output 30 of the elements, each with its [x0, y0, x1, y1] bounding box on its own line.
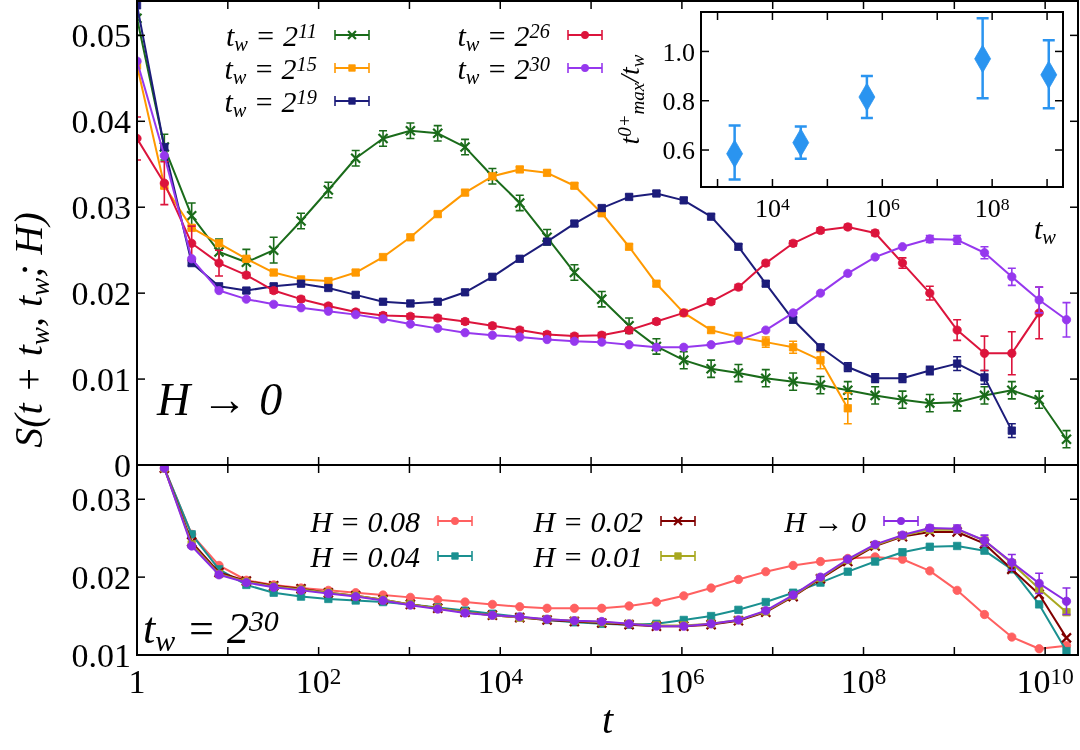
x-tick-label: 10$^{8}$ — [974, 193, 1010, 223]
x-tick-label: 10$^{10}$ — [1016, 662, 1074, 700]
x-tick-label: 10$^{8}$ — [840, 662, 887, 700]
legend-label: H → 0 — [783, 504, 866, 538]
y-tick-label: 0.05 — [71, 17, 131, 55]
x-tick-label: 10$^{6}$ — [659, 662, 705, 700]
legend-label: H = 0.02 — [532, 504, 643, 538]
x-tick-label: 10$^{4}$ — [477, 662, 524, 700]
annotation: t$_{w}$ = 2$^{30}$ — [143, 604, 279, 657]
x-axis-title: t$_{w}$ — [1034, 212, 1057, 248]
y-tick-label: 0.03 — [71, 481, 131, 519]
y-tick-label: 0.01 — [71, 360, 131, 398]
legend-label: H = 0.04 — [309, 539, 420, 573]
x-tick-label: 10$^{2}$ — [295, 662, 342, 700]
y-tick-label: 0.02 — [71, 275, 131, 313]
legend-label: H = 0.08 — [309, 504, 420, 538]
x-tick-label: 1 — [128, 663, 146, 700]
y-tick-label: 0 — [114, 446, 131, 484]
x-tick-label: 10$^{6}$ — [864, 193, 900, 223]
y-tick-label: 1.0 — [662, 37, 695, 67]
y-tick-label: 0.01 — [71, 636, 131, 674]
legend-label: H = 0.01 — [532, 539, 643, 573]
y-tick-label: 0.02 — [71, 559, 131, 597]
x-tick-label: 10$^{4}$ — [755, 193, 791, 223]
y-tick-label: 0.8 — [662, 86, 695, 116]
annotation: H → 0 — [156, 374, 283, 425]
y-tick-label: 0.04 — [71, 103, 131, 141]
y-tick-label: 0.03 — [71, 189, 131, 227]
x-axis-title: t — [601, 697, 614, 742]
y-tick-label: 0.6 — [662, 136, 695, 166]
